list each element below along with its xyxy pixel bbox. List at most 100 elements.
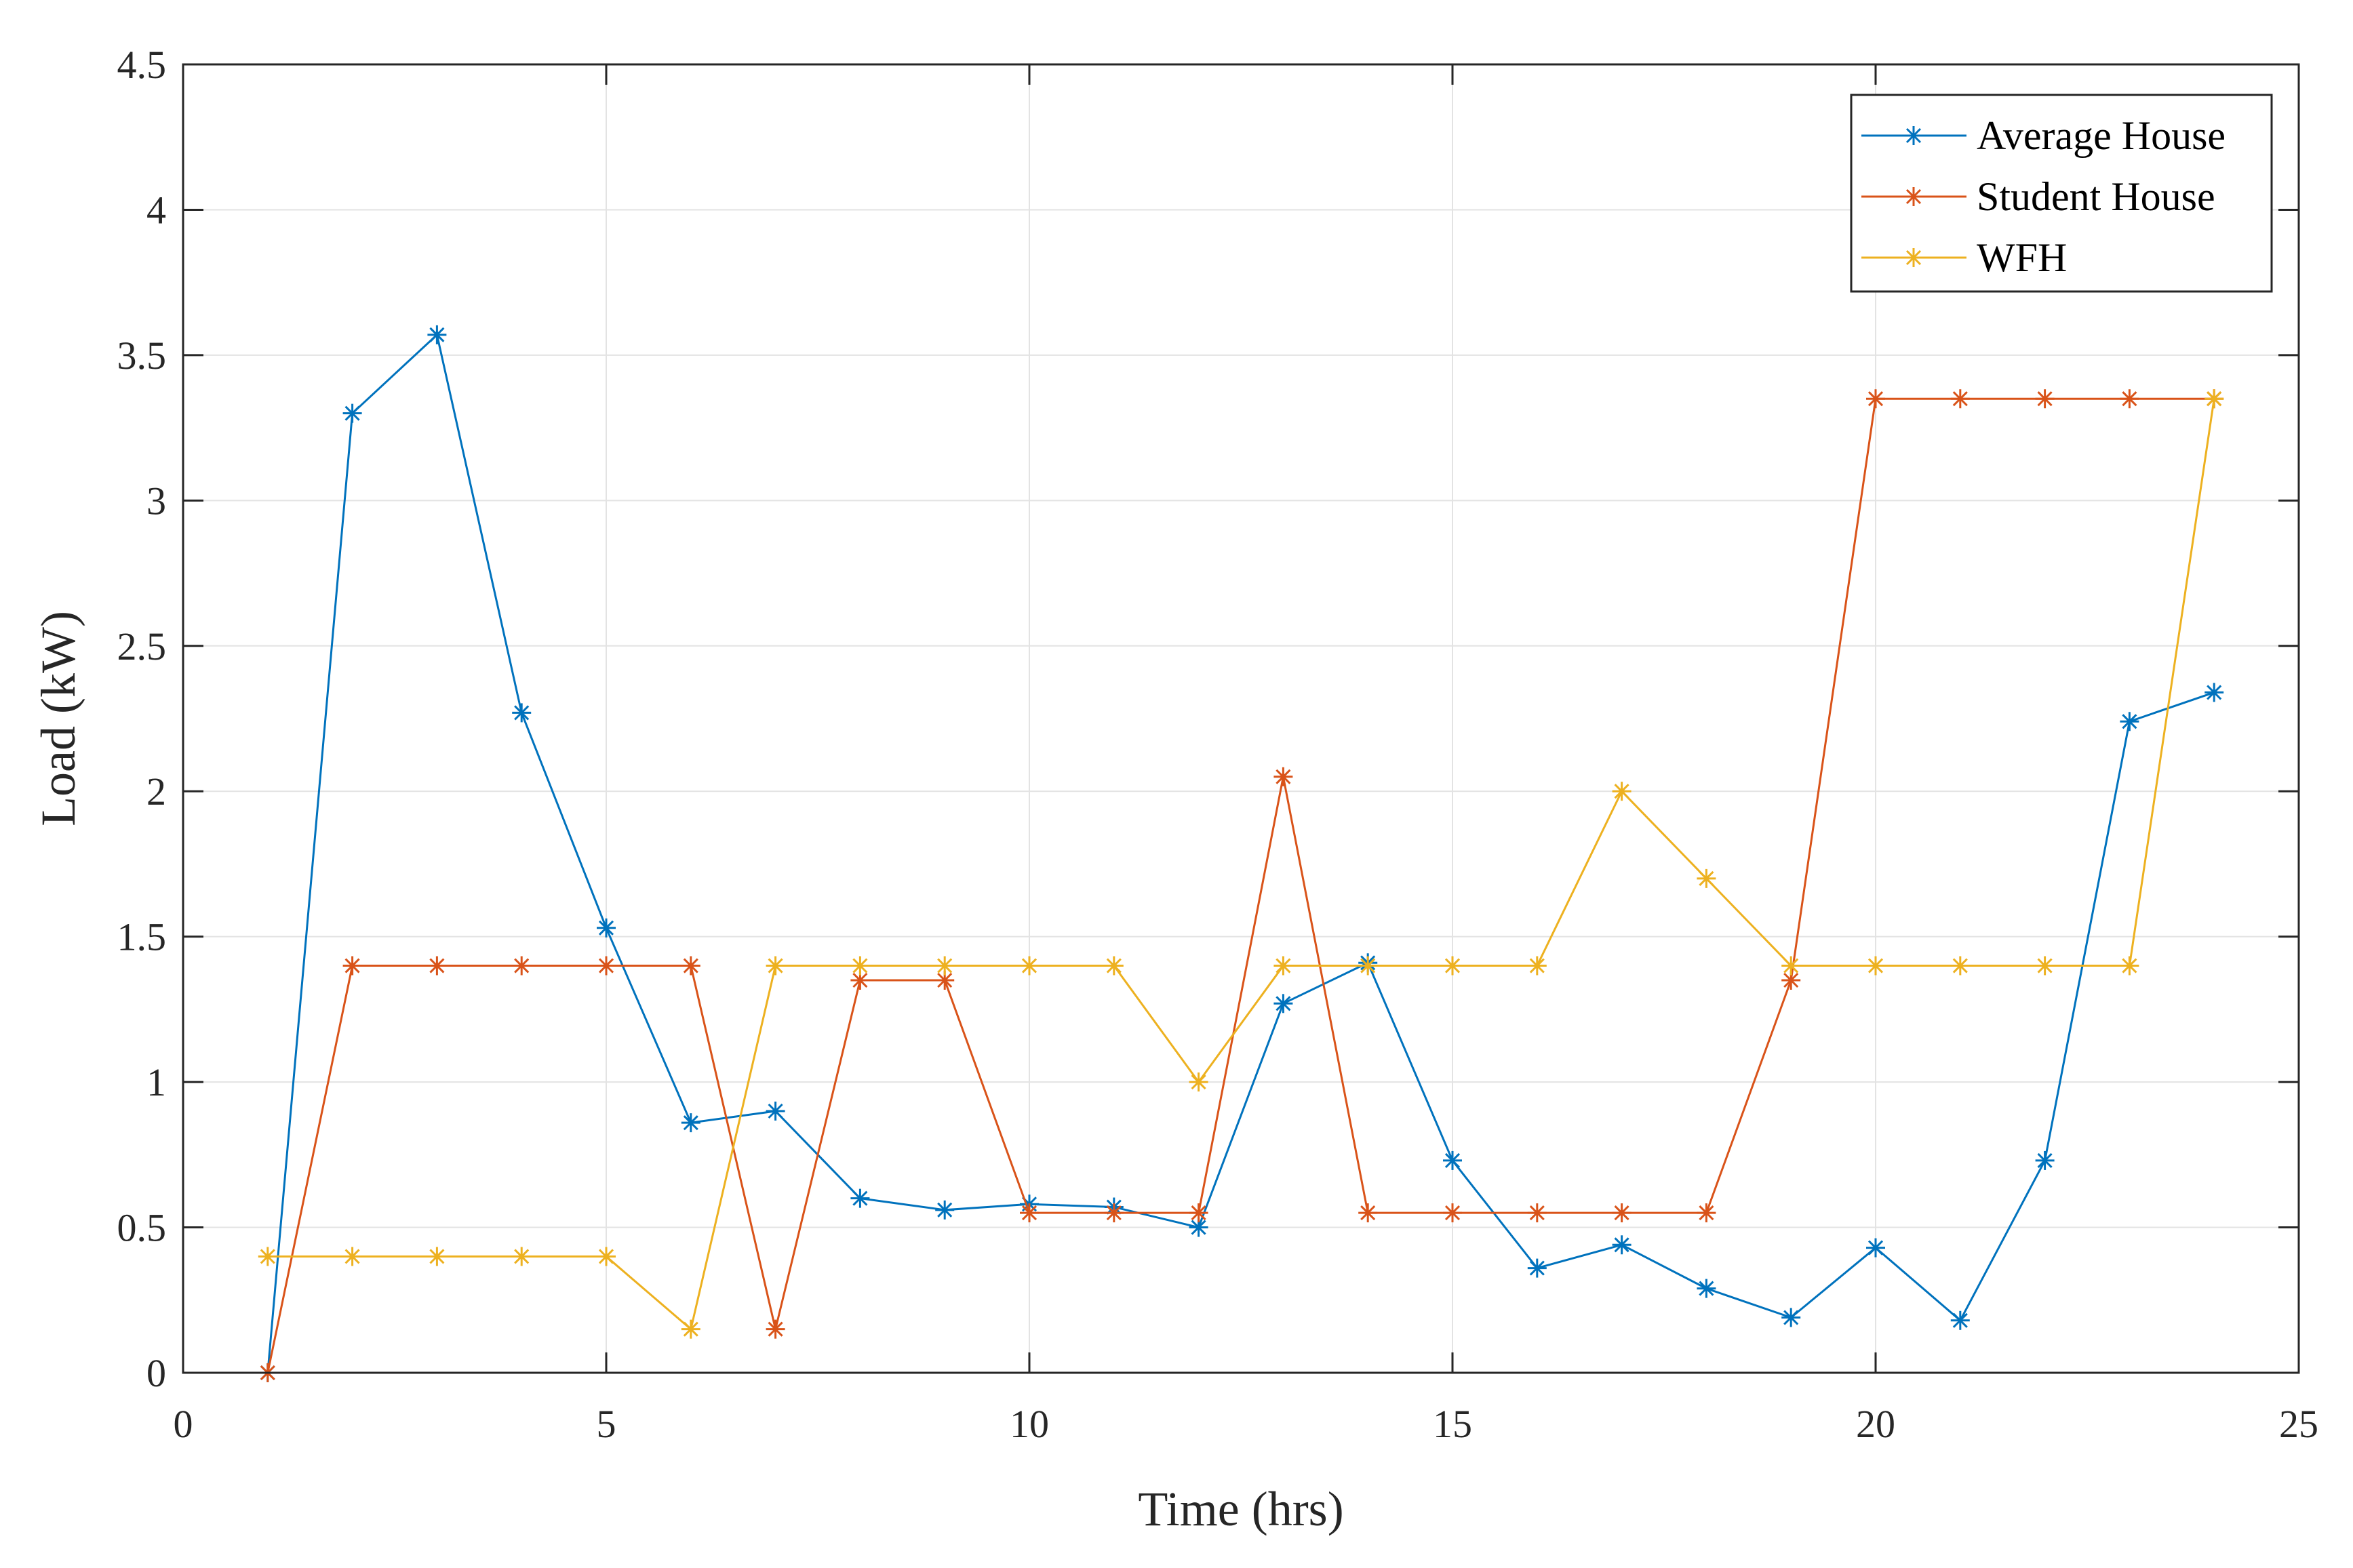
data-point-average-house	[342, 403, 362, 423]
x-tick-label: 25	[2279, 1402, 2318, 1446]
y-tick-label: 0	[146, 1351, 166, 1395]
data-point-student-house	[1189, 1203, 1208, 1223]
data-point-average-house	[681, 1113, 700, 1133]
y-tick-label: 3.5	[117, 334, 167, 378]
data-point-student-house	[1358, 1203, 1378, 1223]
data-series	[258, 325, 2224, 1382]
legend-entry-average-house: Average House	[1861, 113, 2226, 158]
legend-entry-student-house: Student House	[1861, 174, 2215, 219]
data-point-wfh	[1950, 956, 1970, 976]
data-point-average-house	[1612, 1235, 1632, 1255]
data-point-wfh	[2035, 956, 2055, 976]
data-point-student-house	[1697, 1203, 1716, 1223]
data-point-average-house	[850, 1188, 870, 1208]
legend-marker-wfh	[1904, 248, 1923, 267]
data-point-wfh	[1443, 956, 1462, 976]
series-wfh	[258, 389, 2224, 1339]
data-point-wfh	[1358, 956, 1378, 976]
y-tick-label: 2.5	[117, 624, 167, 668]
data-point-average-house	[2035, 1150, 2055, 1170]
data-point-student-house	[1020, 1203, 1039, 1223]
data-point-student-house	[935, 971, 955, 990]
data-point-student-house	[1866, 389, 1885, 409]
data-point-wfh	[1781, 956, 1801, 976]
data-point-student-house	[342, 956, 362, 976]
y-tick-label: 4	[146, 188, 166, 232]
x-tick-label: 20	[1856, 1402, 1895, 1446]
data-point-student-house	[427, 956, 447, 976]
x-tick-labels: 0 5 10 15 20 25	[174, 1402, 2319, 1446]
legend: Average House Student House WFH	[1850, 94, 2273, 293]
y-tick-label: 3	[146, 479, 166, 523]
legend-box	[1850, 94, 2273, 293]
data-point-wfh	[597, 1247, 616, 1266]
data-point-average-house	[766, 1102, 785, 1121]
legend-label-wfh: WFH	[1977, 235, 2067, 280]
data-point-wfh	[427, 1247, 447, 1266]
data-point-average-house	[1950, 1310, 1970, 1330]
data-point-student-house	[681, 956, 700, 976]
data-point-average-house	[427, 325, 447, 344]
data-point-student-house	[597, 956, 616, 976]
axis-ticks	[182, 63, 2300, 1374]
legend-label-student-house: Student House	[1977, 174, 2215, 219]
data-point-wfh	[1104, 956, 1124, 976]
data-point-wfh	[766, 956, 785, 976]
series-line-student-house	[266, 397, 2215, 1373]
data-point-wfh	[1527, 956, 1547, 976]
data-point-student-house	[1612, 1203, 1632, 1223]
data-point-average-house	[2204, 683, 2224, 702]
x-tick-label: 15	[1433, 1402, 1472, 1446]
x-tick-label: 0	[174, 1402, 193, 1446]
data-point-wfh	[2204, 389, 2224, 409]
legend-marker-average-house	[1904, 126, 1923, 145]
grid-lines	[183, 64, 2299, 1373]
y-tick-label: 2	[146, 769, 166, 813]
data-point-student-house	[766, 1319, 785, 1339]
legend-entry-wfh: WFH	[1861, 235, 2067, 280]
data-point-student-house	[1527, 1203, 1547, 1223]
data-point-wfh	[1273, 956, 1293, 976]
data-point-wfh	[258, 1247, 277, 1266]
data-point-student-house	[1104, 1203, 1124, 1223]
data-point-wfh	[1866, 956, 1885, 976]
y-tick-label: 4.5	[117, 43, 167, 87]
data-point-wfh	[1189, 1072, 1208, 1092]
data-point-wfh	[2120, 956, 2139, 976]
data-point-wfh	[850, 956, 870, 976]
legend-label-average-house: Average House	[1977, 113, 2226, 158]
x-tick-label: 10	[1010, 1402, 1049, 1446]
data-point-average-house	[1527, 1258, 1547, 1278]
data-point-student-house	[1273, 767, 1293, 786]
legend-marker-student-house	[1904, 187, 1923, 206]
data-point-average-house	[1866, 1238, 1885, 1258]
data-point-average-house	[1781, 1308, 1801, 1327]
data-point-average-house	[1697, 1279, 1716, 1298]
data-point-wfh	[935, 956, 955, 976]
data-point-student-house	[512, 956, 532, 976]
series-line-average-house	[266, 334, 2215, 1373]
y-tick-label: 1	[146, 1060, 166, 1104]
y-tick-label: 1.5	[117, 915, 167, 959]
plot-area-frame	[182, 63, 2300, 1374]
x-axis-title: Time (hrs)	[1138, 1482, 1343, 1536]
y-axis-title: Load (kW)	[31, 611, 85, 826]
data-point-average-house	[512, 703, 532, 723]
data-point-wfh	[1612, 782, 1632, 801]
data-point-wfh	[342, 1247, 362, 1266]
data-point-student-house	[2035, 389, 2055, 409]
data-point-wfh	[681, 1319, 700, 1339]
data-point-average-house	[597, 918, 616, 938]
data-point-average-house	[935, 1200, 955, 1220]
data-point-wfh	[1697, 868, 1716, 888]
data-point-wfh	[512, 1247, 532, 1266]
data-point-student-house	[1950, 389, 1970, 409]
y-tick-label: 0.5	[117, 1206, 167, 1250]
series-line-wfh	[267, 399, 2215, 1331]
y-tick-labels: 0 0.5 1 1.5 2 2.5 3 3.5 4 4.5	[117, 43, 167, 1395]
data-point-average-house	[1273, 994, 1293, 1013]
data-point-student-house	[1443, 1203, 1462, 1223]
data-point-average-house	[1443, 1150, 1462, 1170]
data-point-average-house	[2120, 712, 2139, 731]
